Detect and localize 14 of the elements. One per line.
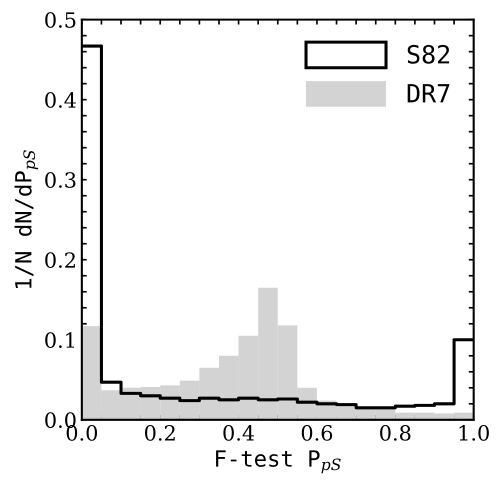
x-tick-label: 0.2 — [145, 425, 175, 441]
y-tick-label: 0.2 — [45, 252, 75, 268]
legend-label: S82 — [408, 44, 450, 64]
x-axis-title: F-test P$_{pS}$ — [216, 450, 341, 474]
y-axis-title: 1/N dN/dP$_{pS}$ — [14, 150, 38, 288]
x-tick-label: 0.6 — [302, 425, 332, 441]
y-tick-label: 0.5 — [45, 12, 76, 28]
y-tick-label: 0.3 — [45, 172, 76, 188]
y-tick-label: 0.1 — [45, 332, 74, 348]
y-tick-label: 0.4 — [45, 92, 76, 108]
x-tick-label: 0.8 — [380, 425, 410, 441]
legend-label: DR7 — [408, 84, 450, 102]
x-tick-label: 1.0 — [460, 425, 489, 441]
x-tick-label: 0.4 — [223, 425, 254, 441]
